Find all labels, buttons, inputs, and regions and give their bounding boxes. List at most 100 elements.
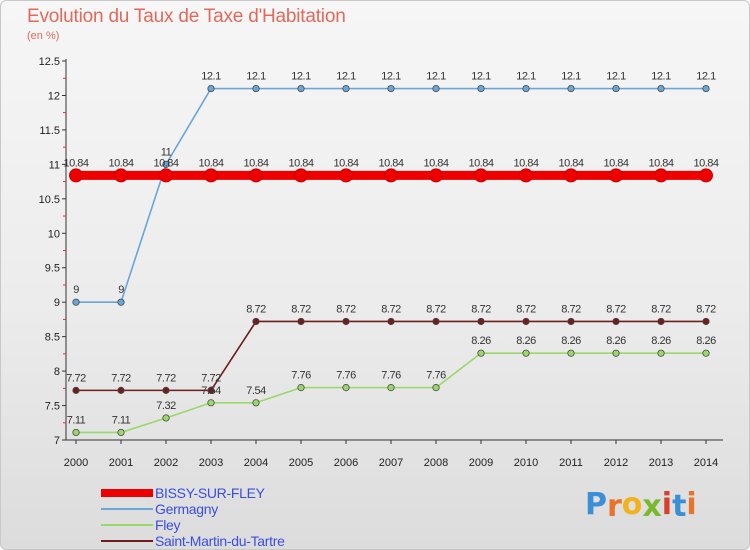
data-point <box>432 317 440 326</box>
data-label: 7.32 <box>156 400 176 412</box>
legend-label: BISSY-SUR-FLEY <box>155 485 265 501</box>
data-label: 12.1 <box>561 71 581 83</box>
data-label: 8.72 <box>516 303 536 315</box>
data-point <box>657 317 665 326</box>
legend-label: Fley <box>155 517 181 533</box>
data-label: 10.84 <box>558 157 583 169</box>
data-labels-fley: 7.11 7.11 7.32 7.54 7.54 7.76 7.76 7.76 7.76 8.26… <box>67 335 717 426</box>
data-point <box>702 84 710 93</box>
data-point <box>522 84 530 93</box>
x-tick-label: 2006 <box>334 457 358 469</box>
data-point <box>297 84 305 93</box>
data-point <box>72 428 80 437</box>
proxiti-logo: Proxiti <box>585 487 697 524</box>
data-label: 10.84 <box>333 157 358 169</box>
data-point <box>477 317 485 326</box>
data-label: 8.72 <box>291 303 311 315</box>
y-tick-label: 12 <box>48 90 60 102</box>
legend-swatch <box>101 508 153 510</box>
data-label: 10.84 <box>153 157 178 169</box>
data-point <box>387 384 395 392</box>
data-label: 10.84 <box>603 157 628 169</box>
data-point <box>162 414 170 422</box>
chart-title: Evolution du Taux de Taxe d'Habitation <box>27 6 346 27</box>
x-tick-label: 2002 <box>154 457 178 469</box>
y-tick-label: 7.5 <box>45 401 60 413</box>
data-label: 10.84 <box>198 157 223 169</box>
data-label: 7.76 <box>291 370 311 382</box>
logo-letter: r <box>607 489 622 524</box>
axes: 7 7.5 8 8.5 9 9.5 10 10.5 11 11.5 12 12.5 2000 2001 20… <box>39 56 723 469</box>
data-point <box>522 349 530 357</box>
logo-letter: o <box>621 487 643 522</box>
data-label: 8.72 <box>606 303 626 315</box>
data-label: 8.72 <box>561 303 581 315</box>
x-tick-label: 2011 <box>559 457 583 469</box>
data-label: 8.72 <box>246 303 266 315</box>
data-point <box>432 84 440 93</box>
data-point <box>342 84 350 93</box>
data-label: 12.1 <box>516 71 536 83</box>
data-point <box>117 298 125 306</box>
legend-label: Saint-Martin-du-Tartre <box>155 533 285 549</box>
x-tick-label: 2004 <box>244 457 268 469</box>
data-label: 8.26 <box>606 335 626 347</box>
data-label: 7.11 <box>112 414 131 426</box>
data-point <box>342 384 350 392</box>
legend-swatch <box>101 524 153 526</box>
data-point <box>249 168 263 183</box>
data-label: 9 <box>118 284 124 296</box>
data-point <box>252 317 260 326</box>
y-tick-label: 8.5 <box>45 332 60 344</box>
data-point <box>612 349 620 357</box>
y-tick-label: 10 <box>48 228 60 240</box>
data-label: 7.72 <box>66 372 86 384</box>
series-fley <box>72 349 710 437</box>
data-label: 8.72 <box>336 303 356 315</box>
data-label: 12.1 <box>291 71 311 83</box>
data-point <box>654 168 668 183</box>
data-label: 10.84 <box>423 157 448 169</box>
data-point <box>384 168 398 183</box>
data-point <box>339 168 353 183</box>
data-label: 10.84 <box>693 157 718 169</box>
data-label: 7.72 <box>201 372 221 384</box>
chart-subtitle: (en %) <box>27 30 60 42</box>
data-point <box>207 386 215 394</box>
data-label: 7.72 <box>156 372 176 384</box>
data-point <box>567 84 575 93</box>
data-point <box>564 168 578 183</box>
data-label: 12.1 <box>336 71 356 83</box>
data-label: 10.84 <box>288 157 313 169</box>
logo-letter: t <box>672 489 687 524</box>
data-label: 8.26 <box>471 335 491 347</box>
y-tick-label: 11 <box>49 159 60 171</box>
data-label: 12.1 <box>606 71 626 83</box>
data-point <box>657 84 665 93</box>
y-tick-label: 9.5 <box>45 263 60 275</box>
x-tick-label: 2003 <box>199 457 223 469</box>
data-label: 12.1 <box>201 71 221 83</box>
data-point <box>429 168 443 183</box>
data-label: 11 <box>161 146 172 158</box>
data-point <box>702 317 710 326</box>
series-germagny <box>72 84 710 306</box>
legend-swatch <box>101 540 153 542</box>
data-label: 7.72 <box>111 372 131 384</box>
x-tick-label: 2012 <box>604 457 628 469</box>
logo-letter: i <box>661 487 673 522</box>
data-point <box>477 349 485 357</box>
data-point <box>117 386 125 394</box>
data-point <box>342 317 350 326</box>
data-label: 10.84 <box>648 157 673 169</box>
data-label: 7.76 <box>381 370 401 382</box>
data-point <box>252 84 260 93</box>
data-label: 8.26 <box>561 335 581 347</box>
x-tick-label: 2008 <box>424 457 448 469</box>
data-point <box>387 317 395 326</box>
data-point <box>609 168 623 183</box>
x-tick-label: 2013 <box>649 457 673 469</box>
series-saint-martin-du-tartre <box>72 317 710 394</box>
data-point <box>567 349 575 357</box>
